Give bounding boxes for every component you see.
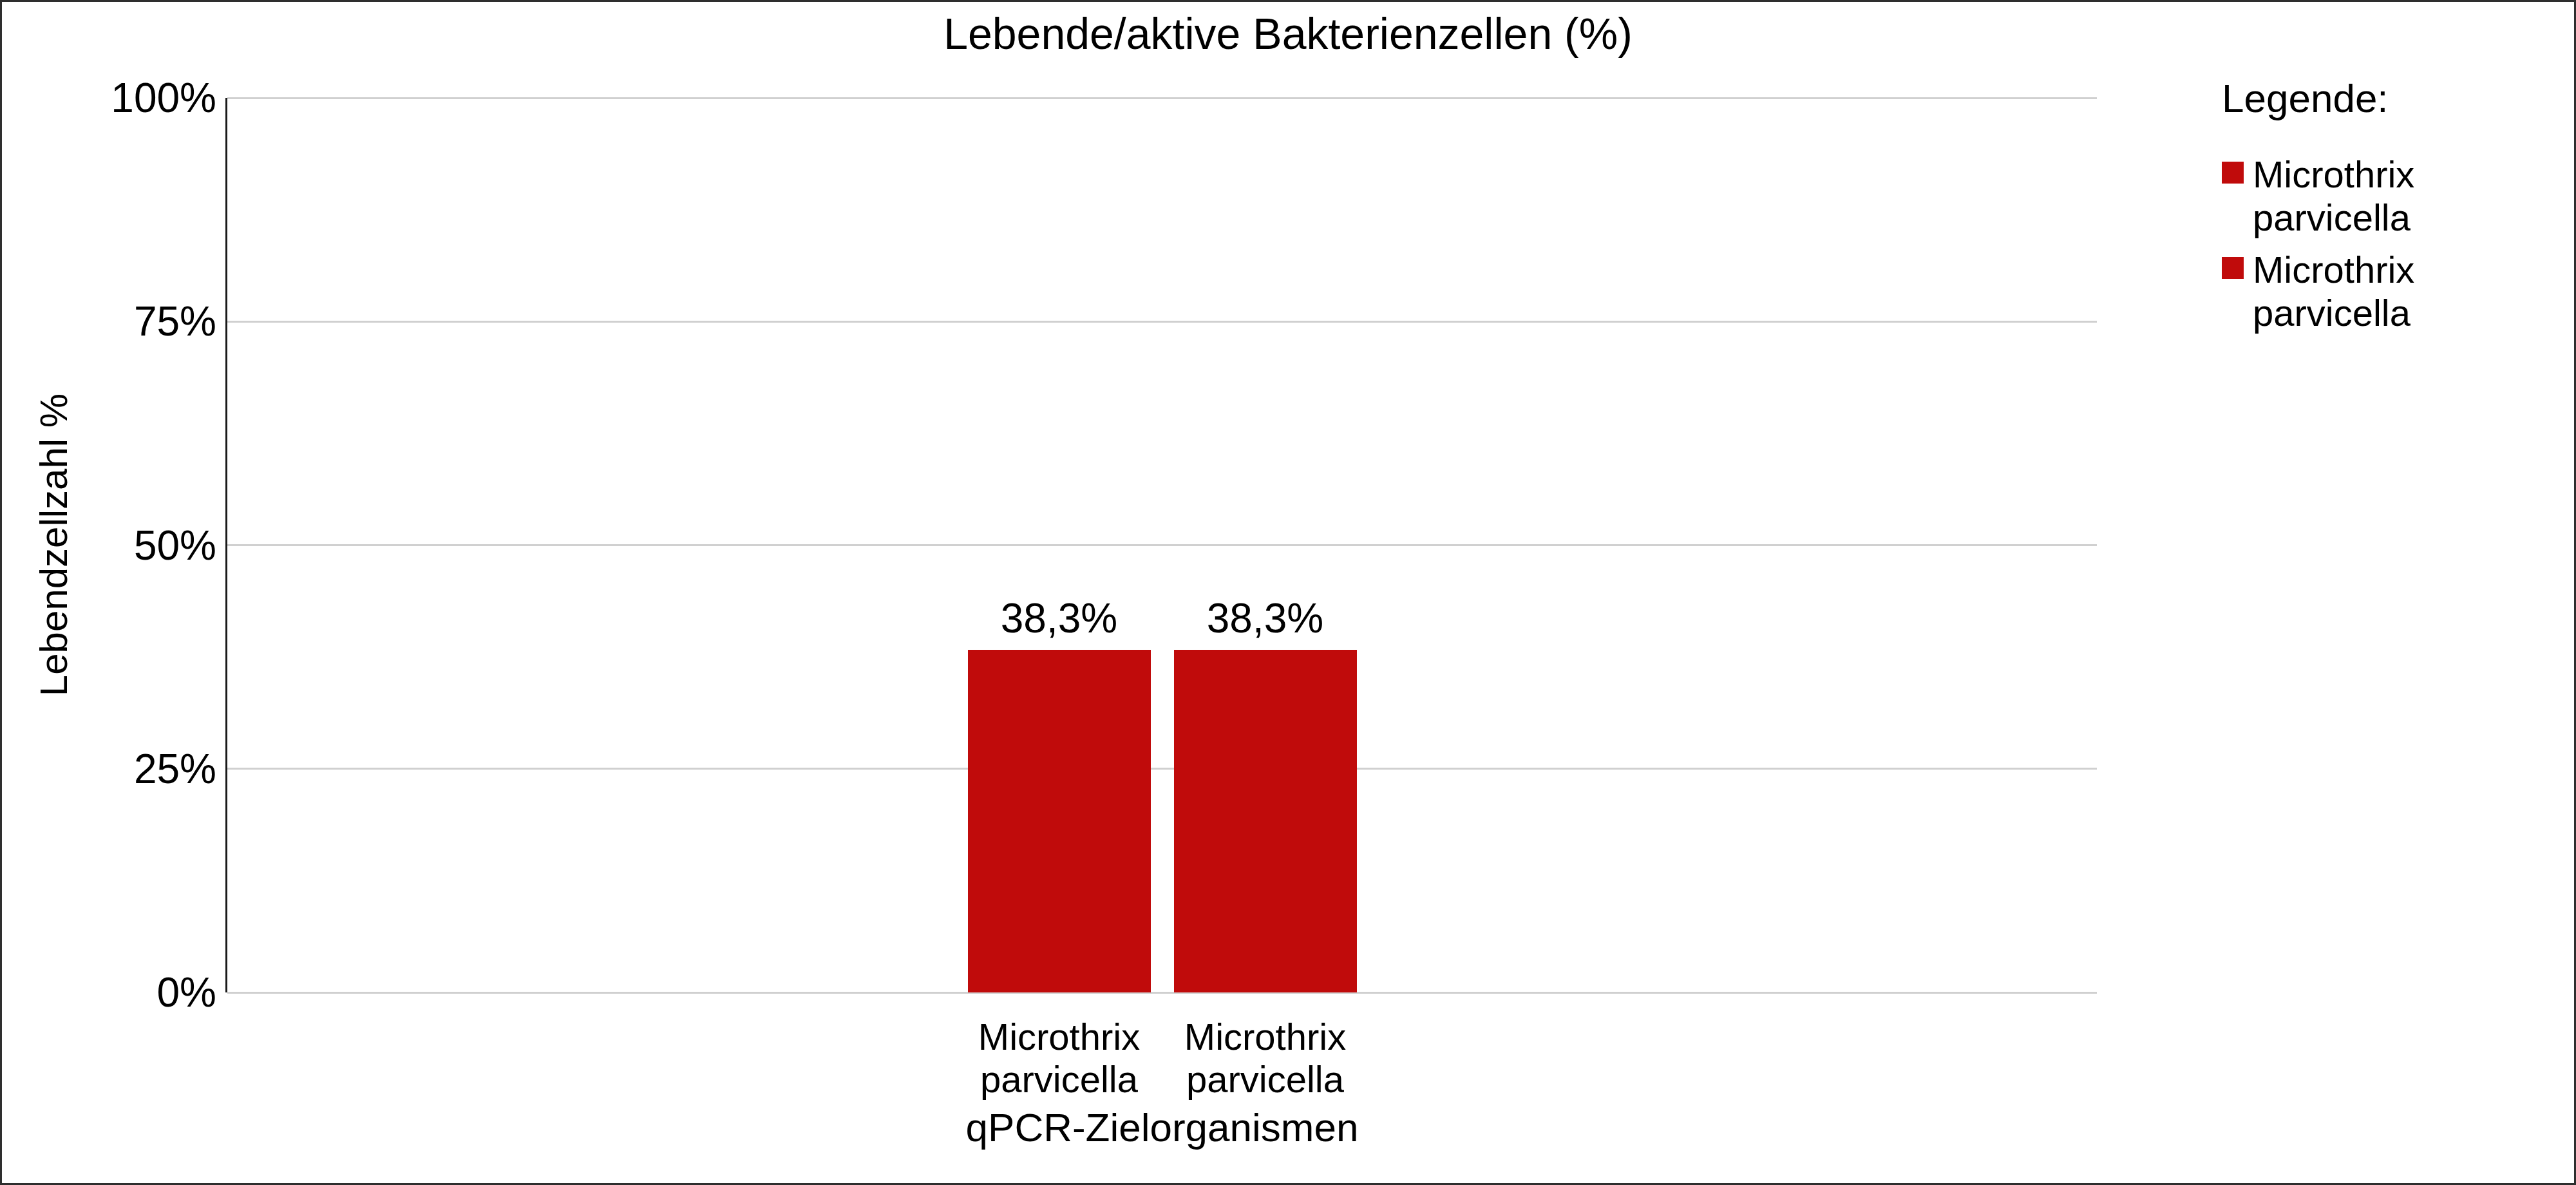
gridline-25 bbox=[227, 768, 2097, 770]
bar-value-label-1: 38,3% bbox=[1104, 594, 1426, 642]
x-tick-label-0: Microthrix parvicella bbox=[953, 1016, 1166, 1101]
plot-area: 38,3%38,3% bbox=[227, 98, 2097, 992]
legend-item-0[interactable]: Microthrix parvicella bbox=[2222, 153, 2570, 239]
y-axis-tick-labels: 0% 25% 50% 75% 100% bbox=[2, 2, 216, 1185]
y-tick-label-0: 0% bbox=[157, 969, 217, 1016]
legend-item-label-0: Microthrix parvicella bbox=[2253, 153, 2414, 239]
x-tick-label-1: Microthrix parvicella bbox=[1159, 1016, 1372, 1101]
chart-title: Lebende/aktive Bakterienzellen (%) bbox=[2, 8, 2574, 59]
legend: Legende: Microthrix parvicellaMicrothrix… bbox=[2222, 74, 2570, 343]
gridline-100 bbox=[227, 97, 2097, 99]
chart-canvas: Lebende/aktive Bakterienzellen (%) Leben… bbox=[0, 0, 2576, 1185]
bar-1[interactable] bbox=[1174, 650, 1357, 992]
y-tick-label-100: 100% bbox=[111, 74, 216, 122]
legend-item-1[interactable]: Microthrix parvicella bbox=[2222, 248, 2570, 334]
y-tick-label-50: 50% bbox=[134, 522, 216, 569]
legend-items: Microthrix parvicella Microthrix parvicel… bbox=[2222, 153, 2570, 334]
legend-title: Legende: bbox=[2222, 74, 2570, 123]
y-tick-label-25: 25% bbox=[134, 745, 216, 793]
x-axis-title: qPCR-Zielorganismen bbox=[227, 1104, 2097, 1150]
legend-item-label-1: Microthrix parvicella bbox=[2253, 248, 2414, 334]
gridline-50 bbox=[227, 544, 2097, 546]
y-tick-label-75: 75% bbox=[134, 298, 216, 345]
gridline-75 bbox=[227, 321, 2097, 323]
legend-swatch-icon-1 bbox=[2222, 257, 2244, 279]
bar-0[interactable] bbox=[968, 650, 1151, 992]
legend-swatch-icon-0 bbox=[2222, 162, 2244, 184]
gridline-0 bbox=[227, 992, 2097, 994]
